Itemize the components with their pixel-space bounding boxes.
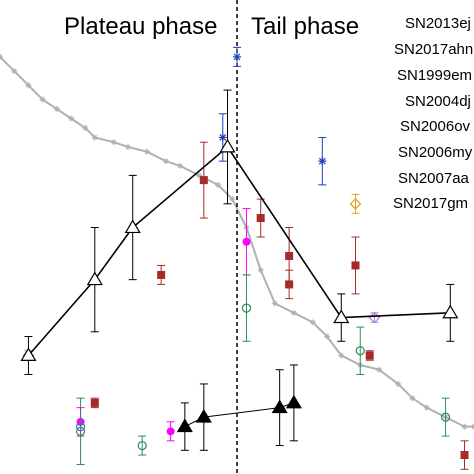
series-layer <box>22 46 469 470</box>
scatter-point-open-circle <box>75 422 86 432</box>
grey-curve-point <box>376 366 383 373</box>
open-triangle-point <box>86 271 103 286</box>
legend-entry: SN2004dj <box>405 93 471 110</box>
legend: SN2013ej SN2017ahn SN1999em SN2004dj SN2… <box>393 15 473 212</box>
grey-curve-point <box>423 404 430 411</box>
grey-curve-point <box>395 380 402 387</box>
legend-entry: SN2017gm <box>393 195 468 212</box>
scatter-point-open-circle <box>137 440 147 451</box>
grey-curve-point <box>257 267 264 274</box>
legend-entry: SN2006my <box>398 144 473 161</box>
legend-entry: SN2017ahn <box>394 41 473 58</box>
scatter-point-star <box>233 52 241 61</box>
grey-curve-point <box>461 423 468 430</box>
grey-curve-point <box>68 115 75 122</box>
scatter-point-square <box>256 214 265 223</box>
legend-entry: SN2013ej <box>405 15 471 32</box>
scatter-point-open-circle <box>75 426 86 436</box>
legend-entry: SN2007aa <box>398 170 470 187</box>
grey-curve-point <box>290 309 297 316</box>
grey-curve-point <box>39 96 46 103</box>
grey-curve-point <box>309 319 316 326</box>
grey-curve-point <box>338 352 345 359</box>
grey-curve-point <box>110 139 117 146</box>
grey-curve-point <box>324 333 331 340</box>
filled-triangle-point <box>176 418 193 433</box>
open-triangle-point <box>333 309 350 324</box>
scatter-point-square <box>351 261 360 270</box>
scatter-point-star <box>218 133 227 142</box>
grey-curve-point <box>25 82 32 89</box>
scatter-point-open-circle <box>440 412 451 422</box>
scatter-point-open-circle <box>241 303 252 313</box>
phase-label-plateau: Plateau phase <box>64 13 217 40</box>
triangle-layer <box>20 89 459 451</box>
scatter-point-circle <box>166 427 175 436</box>
scatter-point-square <box>460 451 469 460</box>
open-triangle-point <box>219 138 236 153</box>
scatter-point-open-diamond <box>349 197 362 210</box>
grey-curve-point <box>215 181 222 188</box>
grey-curve-point <box>11 68 18 75</box>
scatter-point-circle <box>242 237 251 246</box>
grey-curve-point <box>409 395 416 402</box>
scatter-point-square <box>285 251 294 260</box>
filled-triangle-line <box>184 402 295 428</box>
grey-curve-point <box>271 300 278 307</box>
grey-curve-point <box>53 106 60 113</box>
scatter-point-square <box>199 176 208 185</box>
open-triangle-point <box>20 347 37 361</box>
scatter-point-square <box>90 398 99 407</box>
filled-triangle-point <box>285 394 302 409</box>
grey-curve-point <box>229 196 236 203</box>
legend-entry: SN2006ov <box>400 118 471 135</box>
scatter-point-star <box>318 157 327 166</box>
filled-triangle-point <box>195 408 212 423</box>
grey-curve-point <box>162 158 169 165</box>
grey-curve-point <box>177 162 184 169</box>
scatter-point-square <box>157 270 166 279</box>
grey-curve-point <box>196 172 203 179</box>
scatter-point-square <box>365 351 374 360</box>
legend-entry: SN1999em <box>397 67 472 84</box>
scatter-point-square <box>285 280 294 289</box>
filled-triangle-point <box>271 399 288 414</box>
grey-curve-point <box>143 148 150 155</box>
grey-curve-point <box>91 134 98 141</box>
open-triangle-point <box>124 219 141 234</box>
open-triangle-line <box>27 145 451 357</box>
grey-curve-point <box>124 143 131 150</box>
scatter-point-open-circle <box>355 346 365 356</box>
phase-label-tail: Tail phase <box>251 13 359 40</box>
grey-curve-point <box>82 124 89 131</box>
open-triangle-point <box>442 304 459 319</box>
